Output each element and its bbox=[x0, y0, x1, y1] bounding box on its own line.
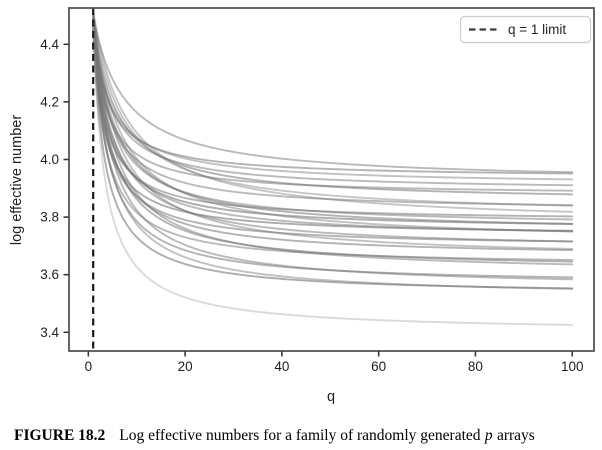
x-tick-label: 60 bbox=[371, 359, 386, 374]
effective-number-curve bbox=[92, 20, 574, 192]
y-tick-label: 3.8 bbox=[40, 210, 59, 225]
effective-number-curve bbox=[92, 14, 574, 250]
effective-number-curve bbox=[92, 11, 574, 233]
x-tick-label: 0 bbox=[85, 359, 93, 374]
legend: q = 1 limit bbox=[459, 15, 592, 44]
y-tick-label: 4.4 bbox=[40, 37, 59, 52]
effective-number-curve bbox=[92, 26, 574, 218]
x-axis-ticks: 0 20 40 60 80 100 bbox=[85, 351, 584, 374]
effective-number-curve bbox=[92, 11, 574, 207]
effective-number-curve bbox=[92, 26, 574, 181]
legend-entry-label: q = 1 limit bbox=[508, 22, 566, 37]
effective-number-curve bbox=[92, 14, 574, 196]
y-tick-label: 4.2 bbox=[40, 94, 59, 109]
plot-frame bbox=[68, 7, 595, 352]
caption-italic-p: p bbox=[484, 427, 493, 444]
x-tick-label: 100 bbox=[561, 359, 584, 374]
effective-number-curve bbox=[92, 14, 574, 266]
effective-number-curve bbox=[92, 17, 574, 281]
caption-text: Log effective numbers for a family of ra… bbox=[119, 427, 481, 444]
y-tick-label: 3.6 bbox=[40, 267, 59, 282]
y-tick-label: 4.0 bbox=[40, 152, 59, 167]
caption-number: FIGURE 18.2 bbox=[14, 427, 106, 444]
x-axis-label: q bbox=[327, 389, 335, 405]
effective-number-curve bbox=[92, 23, 574, 290]
effective-number-curve bbox=[92, 28, 574, 290]
x-tick-label: 80 bbox=[468, 359, 483, 374]
effective-number-curve bbox=[92, 14, 574, 174]
x-tick-label: 40 bbox=[274, 359, 289, 374]
effective-number-curve bbox=[92, 26, 574, 326]
effective-number-curve bbox=[92, 14, 574, 225]
effective-number-curve bbox=[92, 20, 574, 263]
effective-number-curve bbox=[92, 23, 574, 225]
y-axis-label: log effective number bbox=[9, 115, 25, 245]
effective-number-curve bbox=[92, 17, 574, 187]
effective-number-curve bbox=[92, 17, 574, 243]
effective-number-curve bbox=[92, 17, 574, 221]
curve-family bbox=[92, 8, 574, 326]
caption-suffix: arrays bbox=[496, 427, 535, 444]
x-tick-label: 20 bbox=[178, 359, 193, 374]
effective-number-curve bbox=[92, 8, 574, 213]
figure-caption: FIGURE 18.2 Log effective numbers for a f… bbox=[14, 427, 594, 445]
y-axis-ticks: 3.4 3.6 3.8 4.0 4.2 4.4 bbox=[40, 37, 69, 340]
legend-box bbox=[459, 15, 592, 44]
y-tick-label: 3.4 bbox=[40, 325, 59, 340]
effective-number-curve bbox=[92, 23, 574, 175]
